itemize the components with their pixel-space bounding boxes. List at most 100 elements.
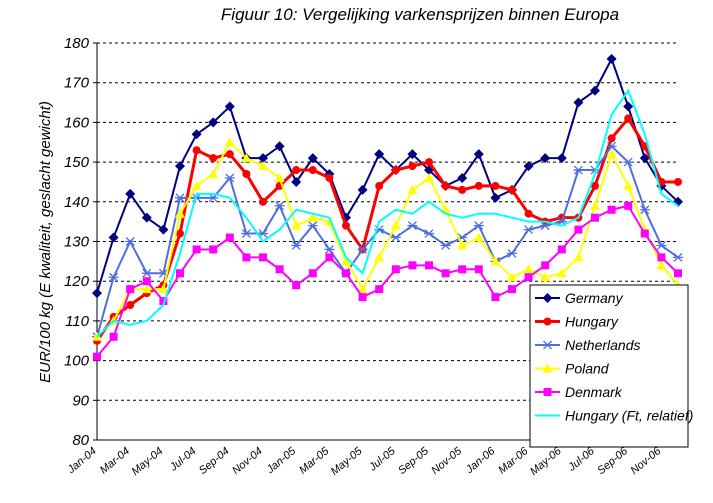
point <box>225 150 234 159</box>
point <box>441 181 450 190</box>
y-tick-label: 140 <box>64 194 90 211</box>
point <box>125 237 136 246</box>
point <box>407 221 418 231</box>
point <box>291 176 302 187</box>
x-tick-label: May-06 <box>528 445 564 478</box>
x-tick-label: Nov-05 <box>429 445 465 478</box>
point <box>92 288 102 299</box>
point <box>474 181 483 190</box>
legend-label: Denmark <box>565 384 623 400</box>
point <box>507 272 517 282</box>
point <box>175 193 185 203</box>
point <box>656 260 667 270</box>
point <box>490 192 501 203</box>
point <box>274 172 285 182</box>
point <box>408 162 417 171</box>
point <box>357 284 368 294</box>
series-line <box>96 140 679 338</box>
point <box>158 224 169 235</box>
point <box>639 153 650 164</box>
point <box>508 285 516 294</box>
x-tick-label: Mar-04 <box>98 445 132 476</box>
point <box>425 158 433 167</box>
legend-box <box>529 284 689 448</box>
point <box>308 166 317 175</box>
point <box>126 285 135 294</box>
x-tick-label: Jul-06 <box>565 445 597 475</box>
point <box>241 153 252 163</box>
point <box>673 252 683 262</box>
point <box>556 268 567 278</box>
x-tick-label: Sep-06 <box>595 445 631 478</box>
chart-title: Figuur 10: Vergelijking varkensprijzen b… <box>221 5 619 24</box>
point <box>158 284 169 294</box>
x-tick-label: Mar-05 <box>297 445 332 477</box>
point <box>507 248 517 258</box>
point <box>374 252 385 262</box>
legend-marker <box>542 340 553 350</box>
point <box>209 245 218 254</box>
point <box>390 220 401 230</box>
point <box>192 146 201 155</box>
y-tick-label: 120 <box>64 273 90 290</box>
point <box>375 181 384 190</box>
point <box>274 201 285 211</box>
point <box>292 166 301 175</box>
point <box>208 169 219 179</box>
point <box>441 269 450 278</box>
point <box>473 149 484 160</box>
y-tick-label: 170 <box>64 75 90 92</box>
point <box>424 172 434 182</box>
point <box>259 253 267 262</box>
point <box>639 205 650 215</box>
point <box>523 161 534 172</box>
point <box>573 252 584 262</box>
point <box>191 180 202 190</box>
point <box>606 149 617 159</box>
point <box>108 232 119 243</box>
point <box>307 153 318 164</box>
legend-marker <box>542 293 553 303</box>
x-tick-label: Jul-04 <box>167 445 198 474</box>
point <box>259 197 267 206</box>
x-tick-label: Nov-06 <box>628 445 664 478</box>
point <box>292 281 301 290</box>
x-tick-label: Jan-05 <box>264 445 299 477</box>
point <box>491 293 500 302</box>
point <box>408 261 417 270</box>
point <box>108 272 119 282</box>
point <box>192 245 201 254</box>
point <box>374 149 385 160</box>
point <box>241 229 252 239</box>
point <box>391 166 400 175</box>
x-tick-label: Jan-06 <box>463 445 498 477</box>
point <box>274 141 285 152</box>
y-tick-label: 80 <box>72 432 89 449</box>
point <box>176 269 184 278</box>
point <box>556 153 567 164</box>
point <box>457 240 468 250</box>
point <box>623 101 634 112</box>
point <box>656 241 667 250</box>
point <box>440 241 451 250</box>
y-tick-label: 90 <box>72 392 89 409</box>
point <box>523 225 534 235</box>
point <box>623 180 634 190</box>
point <box>175 208 185 218</box>
point <box>342 269 350 278</box>
point <box>390 233 401 242</box>
point <box>224 101 235 112</box>
point <box>208 117 219 128</box>
x-tick-label: Sep-05 <box>396 445 432 478</box>
y-tick-label: 130 <box>64 234 90 251</box>
x-tick-label: Jul-05 <box>366 445 398 475</box>
legend-marker <box>542 363 553 373</box>
point <box>258 161 268 171</box>
point <box>357 244 368 254</box>
point <box>457 172 468 183</box>
y-tick-label: 150 <box>64 154 90 171</box>
x-tick-label: May-04 <box>130 445 166 478</box>
point <box>341 256 351 266</box>
point <box>573 165 584 175</box>
